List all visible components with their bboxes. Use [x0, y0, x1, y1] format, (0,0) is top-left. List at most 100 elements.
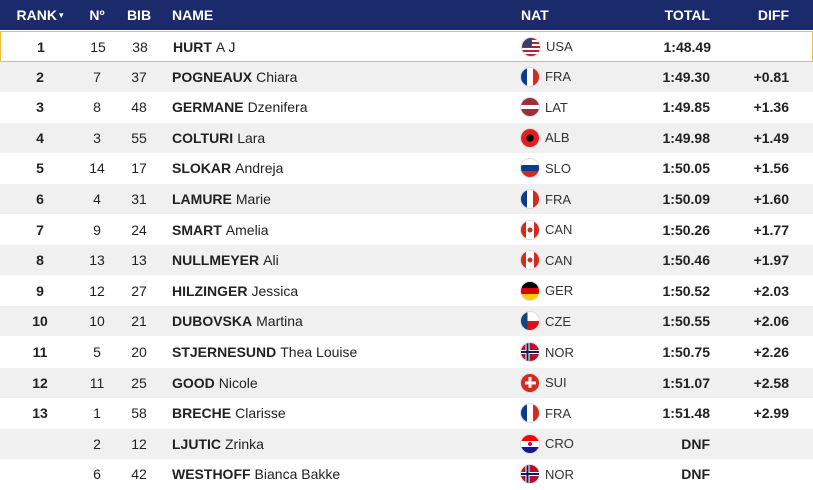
nation: NOR	[520, 459, 574, 489]
total-time: 1:49.85	[662, 99, 710, 116]
start-number: 9	[93, 221, 101, 238]
nation: SLO	[520, 153, 571, 183]
nation: CAN	[520, 245, 572, 275]
first-name: Martina	[256, 313, 303, 330]
first-name: Nicole	[218, 374, 258, 391]
surname: GOOD	[172, 374, 215, 391]
result-row[interactable]: 1 15 38 HURT A J USA 1:48.49	[0, 31, 813, 62]
result-row[interactable]: 3 8 48 GERMANE Dzenifera LAT 1:49.85 +1.36	[0, 92, 813, 122]
header-no: Nº	[89, 7, 105, 23]
result-row[interactable]: 12 11 25 GOOD Nicole SUI 1:51.07 +2.58	[0, 367, 813, 398]
bib: 24	[131, 221, 147, 238]
nation-code: CRO	[545, 436, 574, 452]
athlete-name: NULLMEYER Ali	[172, 245, 279, 275]
athlete-name: GERMANE Dzenifera	[172, 92, 307, 122]
result-row[interactable]: 6 4 31 LAMURE Marie FRA 1:50.09 +1.60	[0, 184, 813, 214]
result-row[interactable]: 11 5 20 STJERNESUND Thea Louise NOR 1:50.75 +2.…	[0, 337, 813, 367]
surname: LJUTIC	[172, 435, 221, 452]
result-row[interactable]: 8 13 13 NULLMEYER Ali CAN 1:50.46 +1.97	[0, 245, 813, 276]
surname: POGNEAUX	[172, 68, 253, 85]
nation: NOR	[520, 337, 574, 367]
total-time: 1:50.75	[662, 344, 710, 360]
header-row: RANK Nº BIB NAME NAT TOTAL DIFF	[0, 0, 813, 30]
rank: 7	[36, 221, 44, 238]
time-diff: +1.60	[753, 191, 789, 207]
bib: 58	[131, 405, 147, 422]
total-time: 1:50.46	[662, 252, 710, 269]
rank: 11	[32, 344, 48, 360]
athlete-name: HURT A J	[173, 32, 235, 61]
bib: 48	[131, 99, 147, 116]
flag-icon	[520, 433, 540, 454]
first-name: Dzenifera	[247, 99, 308, 116]
nation-code: FRA	[545, 405, 571, 421]
surname: WESTHOFF	[172, 466, 251, 483]
total-time: 1:50.09	[662, 191, 710, 207]
time-diff: +1.77	[753, 221, 789, 238]
nation-code: CAN	[545, 222, 573, 238]
nation: FRA	[520, 398, 571, 428]
result-row[interactable]: 2 7 37 POGNEAUX Chiara FRA 1:49.30 +0.81	[0, 61, 813, 92]
header-nat: NAT	[521, 7, 549, 23]
result-row[interactable]: 7 9 24 SMART Amelia CAN 1:50.26 +1.77	[0, 215, 813, 245]
surname: HURT	[173, 38, 212, 55]
first-name: Lara	[237, 129, 266, 146]
nation-code: FRA	[545, 69, 571, 85]
time-diff: +1.36	[753, 99, 789, 116]
result-row[interactable]: 13 1 58 BRECHE Clarisse FRA 1:51.48 +2.99	[0, 398, 813, 428]
first-name: Amelia	[225, 221, 269, 238]
first-name: Jessica	[251, 282, 299, 299]
start-number: 5	[93, 344, 101, 360]
nation: FRA	[520, 62, 571, 92]
nation-code: NOR	[545, 344, 574, 360]
surname: HILZINGER	[172, 282, 248, 299]
bib: 38	[132, 38, 148, 55]
total-time: DNF	[681, 435, 710, 452]
surname: NULLMEYER	[172, 252, 260, 269]
result-row[interactable]: 5 14 17 SLOKAR Andreja SLO 1:50.05 +1.56	[0, 153, 813, 183]
rank	[0, 429, 80, 459]
nation-code: GER	[545, 283, 574, 299]
result-row[interactable]: 6 42 WESTHOFF Bianca Bakke NOR DNF	[0, 459, 813, 489]
time-diff	[700, 459, 789, 489]
start-number: 3	[93, 129, 101, 146]
surname: LAMURE	[172, 191, 232, 207]
athlete-name: GOOD Nicole	[172, 368, 258, 398]
nation-code: ALB	[545, 130, 570, 146]
start-number: 7	[93, 68, 101, 85]
bib: 12	[131, 435, 147, 452]
bib: 21	[131, 313, 147, 330]
flag-icon	[520, 127, 540, 148]
first-name: Andreja	[235, 160, 284, 177]
first-name: Thea Louise	[280, 344, 358, 360]
result-row[interactable]: 9 12 27 HILZINGER Jessica GER 1:50.52 +2.03	[0, 276, 813, 306]
nation: LAT	[520, 92, 568, 122]
nation: ALB	[520, 123, 570, 153]
nation: GER	[520, 276, 573, 306]
total-time: 1:50.52	[662, 282, 710, 299]
first-name: Zrinka	[225, 435, 264, 452]
result-row[interactable]: 2 12 LJUTIC Zrinka CRO DNF	[0, 428, 813, 459]
athlete-name: HILZINGER Jessica	[172, 276, 298, 306]
flag-icon	[520, 280, 540, 301]
start-number: 12	[89, 282, 105, 299]
result-row[interactable]: 4 3 55 COLTURI Lara ALB 1:49.98 +1.49	[0, 122, 813, 153]
first-name: Ali	[263, 252, 279, 269]
start-number: 2	[93, 435, 101, 452]
time-diff: +1.56	[753, 160, 789, 177]
flag-icon	[520, 250, 540, 271]
nation-code: USA	[546, 39, 573, 54]
nation: FRA	[520, 184, 571, 214]
total-time: 1:50.05	[662, 160, 710, 177]
flag-icon	[520, 158, 540, 179]
header-rank[interactable]: RANK	[0, 0, 80, 30]
total-time: 1:48.49	[663, 38, 711, 55]
rank: 3	[36, 99, 44, 116]
nation: CAN	[520, 215, 572, 245]
rank: 9	[36, 282, 44, 299]
result-row[interactable]: 10 10 21 DUBOVSKA Martina CZE 1:50.55 +2.06	[0, 306, 813, 337]
flag-icon	[521, 36, 541, 57]
athlete-name: BRECHE Clarisse	[172, 398, 286, 428]
rank: 1	[37, 38, 45, 55]
